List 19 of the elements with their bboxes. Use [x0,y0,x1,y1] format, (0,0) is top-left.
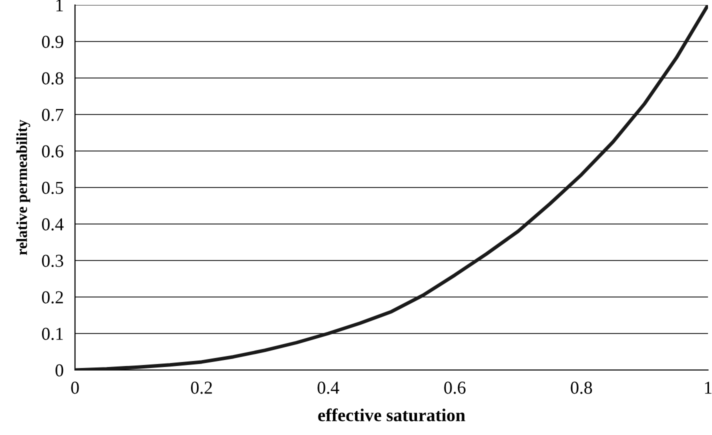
line-series [75,5,708,370]
y-axis-title: relative permeability [16,120,30,256]
y-tick-label: 0.5 [42,182,64,194]
y-tick-label: 0 [56,364,64,376]
y-tick-label: 0.3 [42,254,64,268]
y-tick-label: 0.9 [42,36,64,48]
x-tick-label: 0.4 [318,382,340,394]
y-tick-label: 0.2 [42,291,63,304]
x-tick-label: 0 [71,382,79,394]
x-tick-label: 0.8 [570,382,592,394]
y-tick-label: 0.6 [42,145,64,158]
y-tick-label: 0.1 [42,328,63,340]
y-tick-label: 0.7 [42,108,64,122]
y-tick-label: 0.8 [42,72,64,85]
x-tick-label: 0.6 [444,382,466,394]
x-tick-label: 0.2 [191,382,212,394]
x-axis-title: effective saturation [318,408,466,422]
y-tick-label: 0.4 [42,218,64,231]
x-tick-label: 1 [705,382,712,394]
